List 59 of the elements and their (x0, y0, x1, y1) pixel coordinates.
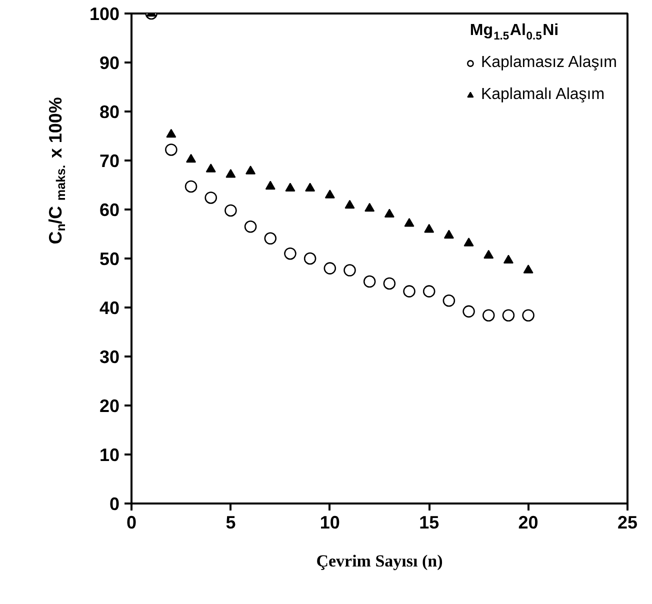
point (404, 218, 414, 227)
y-tick-label: 20 (99, 396, 120, 416)
x-tick-label: 15 (419, 512, 440, 532)
point (165, 144, 178, 156)
point (464, 238, 474, 246)
x-tick-label: 25 (617, 512, 638, 532)
y-tick-label: 50 (99, 249, 120, 269)
point (484, 250, 494, 259)
point (502, 309, 515, 322)
point (482, 309, 495, 322)
point (403, 285, 416, 298)
y-tick-label: 90 (99, 53, 120, 73)
point (246, 166, 256, 174)
y-tick-label: 30 (99, 347, 120, 367)
y-tick-label: 40 (99, 298, 120, 318)
y-tick-label: 70 (99, 151, 120, 171)
legend-label: Kaplamasız Alaşım (480, 54, 617, 72)
point (422, 285, 436, 298)
point (522, 309, 534, 322)
point (324, 262, 336, 274)
point (462, 305, 475, 318)
legend-label: Kaplamalı Alaşım (480, 86, 605, 104)
point (424, 224, 434, 233)
y-tick-label: 80 (99, 102, 120, 122)
point (503, 254, 514, 264)
point (304, 252, 316, 265)
y-axis-title: Cn/Cmaks. x 100% (46, 97, 68, 244)
point (226, 169, 236, 178)
point (265, 180, 276, 190)
point (206, 164, 216, 172)
point (344, 264, 356, 276)
point (285, 182, 296, 192)
x-axis-title: Çevrim Sayısı (n) (316, 552, 443, 570)
point (204, 192, 218, 204)
point (184, 180, 198, 193)
point (324, 190, 335, 198)
point (364, 202, 375, 212)
y-tick-label: 10 (99, 445, 120, 465)
x-tick-label: 20 (518, 512, 538, 532)
point (383, 277, 396, 290)
x-tick-label: 5 (226, 512, 236, 532)
point (363, 275, 376, 288)
y-tick-label: 100 (89, 4, 120, 24)
point (186, 154, 196, 163)
y-tick-label: 0 (109, 494, 120, 514)
point (166, 128, 176, 138)
x-tick-label: 0 (126, 512, 137, 532)
point (244, 220, 257, 233)
x-tick-label: 10 (320, 512, 340, 532)
point (264, 232, 277, 245)
y-tick-label: 60 (99, 200, 120, 220)
point (224, 204, 237, 217)
point (284, 247, 296, 260)
point (523, 264, 534, 274)
point (384, 208, 394, 218)
point (344, 200, 355, 209)
point (442, 294, 456, 307)
point (444, 230, 454, 239)
point (305, 182, 316, 192)
